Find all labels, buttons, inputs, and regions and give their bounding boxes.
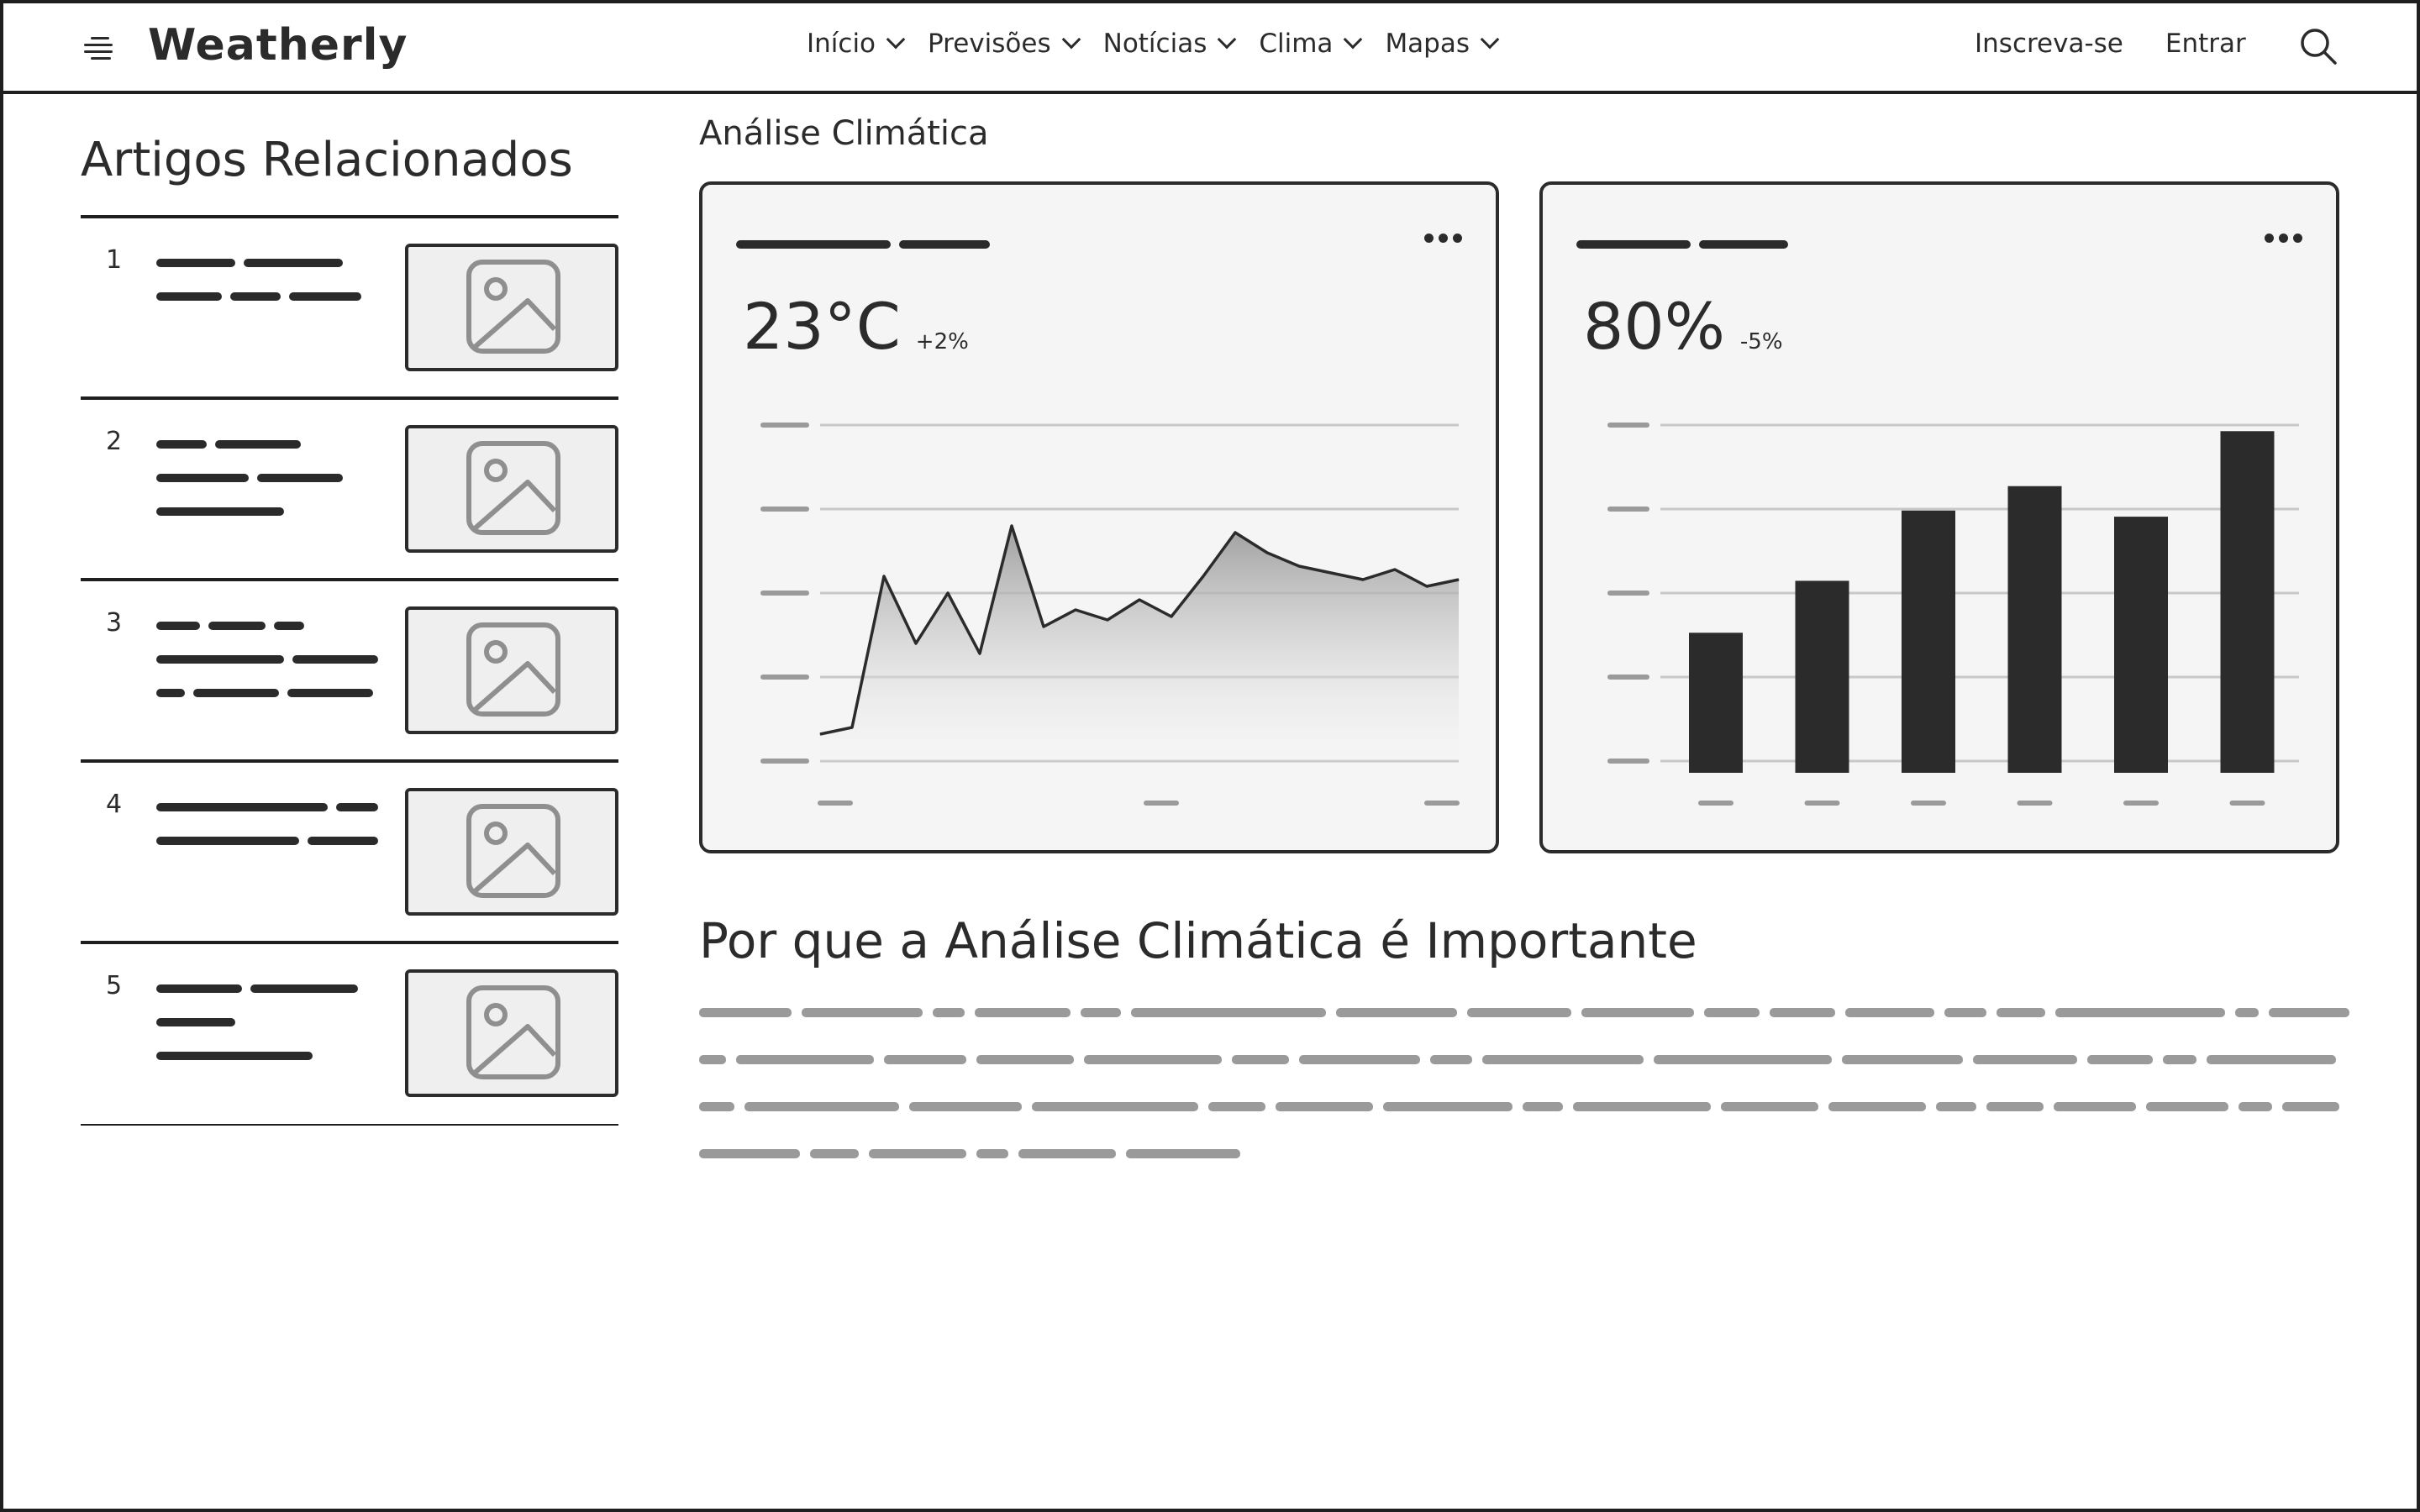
image-placeholder-icon [466,441,560,535]
image-placeholder-icon [466,985,560,1079]
data-point [947,592,949,594]
article-text-placeholder [156,984,383,1085]
article-thumbnail[interactable] [405,969,618,1097]
article-number: 1 [106,245,123,275]
main-nav: Início Previsões Notícias Clima Mapas [807,29,1500,59]
signup-link[interactable]: Inscreva-se [1975,29,2123,59]
chevron-down-icon [1344,29,1363,50]
bar [2007,486,2062,773]
more-icon[interactable] [1424,234,1462,243]
data-point [1011,525,1013,527]
humidity-metric: 80% -5% [1583,289,1783,364]
nav-item-clima[interactable]: Clima [1259,29,1363,59]
hamburger-icon[interactable] [84,34,116,62]
article-text-placeholder [156,440,383,541]
article-number: 4 [106,790,123,819]
nav-item-label: Início [807,29,876,59]
image-placeholder-icon [466,260,560,354]
nav-item-noticias[interactable]: Notícias [1102,29,1237,59]
chevron-down-icon [1218,29,1237,50]
list-item[interactable]: 5 [81,944,618,1126]
data-point [1426,585,1428,587]
data-point [883,575,885,577]
data-point [1107,619,1108,621]
temperature-area-chart [760,423,1460,806]
nav-item-inicio[interactable]: Início [807,29,906,59]
card-title-placeholder [736,240,990,249]
page-title: Análise Climática [699,114,989,153]
paragraph-text-placeholder [699,1008,2380,1196]
login-link[interactable]: Entrar [2165,29,2246,59]
bar [2220,431,2275,773]
brand-logo[interactable]: Weatherly [148,20,408,71]
data-point [1139,599,1140,601]
card-title-placeholder [1576,240,1788,249]
humidity-bar-chart [1607,423,2299,806]
chevron-down-icon [1061,29,1081,50]
nav-item-label: Previsões [928,29,1051,59]
image-placeholder-icon [466,622,560,717]
bar [1795,580,1849,773]
data-point [1298,565,1300,567]
sidebar-title: Artigos Relacionados [81,133,573,187]
image-placeholder-icon [466,804,560,898]
article-number: 2 [106,427,123,456]
top-navbar: Weatherly Início Previsões Notícias Clim… [0,0,2420,94]
metric-delta: +2% [915,329,969,354]
temperature-metric: 23°C +2% [743,289,969,364]
article-number: 5 [106,971,123,1000]
humidity-card: 80% -5% [1539,181,2339,853]
article-thumbnail[interactable] [405,425,618,553]
nav-item-label: Mapas [1385,29,1470,59]
temperature-card: 23°C +2% [699,181,1499,853]
metric-value: 80% [1583,289,1725,364]
chevron-down-icon [1480,29,1500,50]
bar [2114,517,2168,773]
data-point [915,643,917,644]
bar [1902,510,1955,773]
more-icon[interactable] [2265,234,2302,243]
nav-item-label: Clima [1259,29,1334,59]
area-fill [820,526,1459,761]
list-item[interactable]: 2 [81,400,618,581]
auth-links: Inscreva-se Entrar [1975,29,2246,59]
data-point [1266,552,1268,554]
metric-delta: -5% [1739,329,1783,354]
metric-value: 23°C [743,289,901,364]
nav-item-previsoes[interactable]: Previsões [928,29,1081,59]
divider [81,215,618,218]
bar [1689,633,1743,773]
section-heading: Por que a Análise Climática é Importante [699,912,1697,969]
article-number: 3 [106,608,123,638]
data-point [1330,572,1332,574]
search-icon[interactable] [2299,27,2338,66]
list-item[interactable]: 1 [81,218,618,400]
related-articles-list: 1 2 3 [81,215,618,1126]
list-item[interactable]: 3 [81,581,618,763]
list-item[interactable]: 4 [81,763,618,944]
nav-item-label: Notícias [1102,29,1207,59]
article-thumbnail[interactable] [405,244,618,371]
article-text-placeholder [156,259,383,326]
data-point [1202,575,1204,577]
article-thumbnail[interactable] [405,606,618,734]
data-point [851,727,853,728]
article-text-placeholder [156,803,383,870]
chevron-down-icon [886,29,906,50]
nav-item-mapas[interactable]: Mapas [1385,29,1500,59]
article-thumbnail[interactable] [405,788,618,916]
data-point [819,733,821,735]
article-text-placeholder [156,622,383,722]
